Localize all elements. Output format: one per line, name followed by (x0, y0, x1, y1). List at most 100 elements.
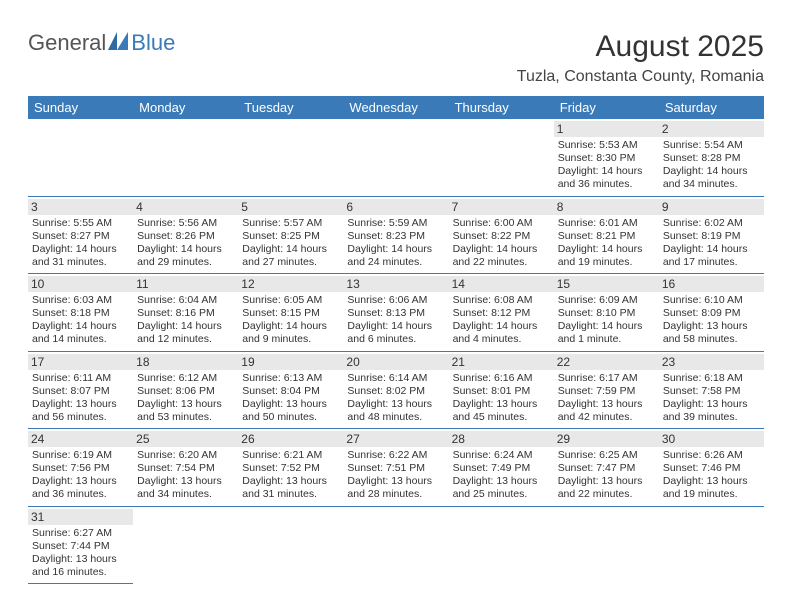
day-number: 10 (28, 276, 133, 292)
weekday-header: Wednesday (343, 96, 448, 119)
day-details: Sunrise: 6:03 AMSunset: 8:18 PMDaylight:… (32, 294, 129, 347)
day-details: Sunrise: 6:18 AMSunset: 7:58 PMDaylight:… (663, 372, 760, 425)
day-details: Sunrise: 5:56 AMSunset: 8:26 PMDaylight:… (137, 217, 234, 270)
calendar-cell: 17Sunrise: 6:11 AMSunset: 8:07 PMDayligh… (28, 351, 133, 429)
day-number: 5 (238, 199, 343, 215)
calendar-cell: 27 Sunrise: 6:22 AMSunset: 7:51 PMDayligh… (343, 429, 448, 507)
day-number: 4 (133, 199, 238, 215)
calendar-cell: 10 Sunrise: 6:03 AMSunset: 8:18 PMDayligh… (28, 274, 133, 352)
calendar-cell (554, 506, 659, 584)
calendar-cell: 2Sunrise: 5:54 AMSunset: 8:28 PMDaylight… (659, 119, 764, 196)
calendar-cell: 13Sunrise: 6:06 AMSunset: 8:13 PMDayligh… (343, 274, 448, 352)
day-number: 17 (28, 354, 133, 370)
day-details: Sunrise: 6:12 AMSunset: 8:06 PMDaylight:… (137, 372, 234, 425)
calendar-cell: 1Sunrise: 5:53 AMSunset: 8:30 PMDaylight… (554, 119, 659, 196)
calendar-cell: 22 Sunrise: 6:17 AMSunset: 7:59 PMDayligh… (554, 351, 659, 429)
calendar-cell: 9 Sunrise: 6:02 AMSunset: 8:19 PMDaylight… (659, 196, 764, 274)
calendar-row: 17Sunrise: 6:11 AMSunset: 8:07 PMDayligh… (28, 351, 764, 429)
calendar-cell (343, 506, 448, 584)
day-number: 25 (133, 431, 238, 447)
day-number: 16 (659, 276, 764, 292)
day-number: 28 (449, 431, 554, 447)
calendar-cell: 11Sunrise: 6:04 AMSunset: 8:16 PMDayligh… (133, 274, 238, 352)
day-details: Sunrise: 5:54 AMSunset: 8:28 PMDaylight:… (663, 139, 760, 192)
calendar-cell: 30Sunrise: 6:26 AMSunset: 7:46 PMDayligh… (659, 429, 764, 507)
calendar-cell: 19 Sunrise: 6:13 AMSunset: 8:04 PMDayligh… (238, 351, 343, 429)
calendar-cell (449, 506, 554, 584)
calendar-cell (449, 119, 554, 196)
calendar-cell: 31Sunrise: 6:27 AMSunset: 7:44 PMDayligh… (28, 506, 133, 584)
day-details: Sunrise: 6:13 AMSunset: 8:04 PMDaylight:… (242, 372, 339, 425)
calendar-cell: 3Sunrise: 5:55 AMSunset: 8:27 PMDaylight… (28, 196, 133, 274)
calendar-row: 10 Sunrise: 6:03 AMSunset: 8:18 PMDayligh… (28, 274, 764, 352)
day-number: 26 (238, 431, 343, 447)
calendar-cell: 15 Sunrise: 6:09 AMSunset: 8:10 PMDayligh… (554, 274, 659, 352)
calendar-cell (343, 119, 448, 196)
month-title: August 2025 (517, 30, 764, 64)
day-details: Sunrise: 6:10 AMSunset: 8:09 PMDaylight:… (663, 294, 760, 347)
day-number: 20 (343, 354, 448, 370)
day-details: Sunrise: 6:08 AMSunset: 8:12 PMDaylight:… (453, 294, 550, 347)
logo-text-gray: General (28, 30, 106, 56)
day-details: Sunrise: 6:21 AMSunset: 7:52 PMDaylight:… (242, 449, 339, 502)
weekday-header: Friday (554, 96, 659, 119)
day-details: Sunrise: 6:14 AMSunset: 8:02 PMDaylight:… (347, 372, 444, 425)
calendar-cell (28, 119, 133, 196)
day-number: 18 (133, 354, 238, 370)
day-number: 14 (449, 276, 554, 292)
day-details: Sunrise: 6:24 AMSunset: 7:49 PMDaylight:… (453, 449, 550, 502)
calendar-cell: 4 Sunrise: 5:56 AMSunset: 8:26 PMDaylight… (133, 196, 238, 274)
day-number: 27 (343, 431, 448, 447)
calendar-cell: 6Sunrise: 5:59 AMSunset: 8:23 PMDaylight… (343, 196, 448, 274)
calendar-cell: 28 Sunrise: 6:24 AMSunset: 7:49 PMDayligh… (449, 429, 554, 507)
day-details: Sunrise: 6:00 AMSunset: 8:22 PMDaylight:… (453, 217, 550, 270)
day-number: 22 (554, 354, 659, 370)
day-number: 24 (28, 431, 133, 447)
weekday-header: Sunday (28, 96, 133, 119)
calendar-cell: 16 Sunrise: 6:10 AMSunset: 8:09 PMDayligh… (659, 274, 764, 352)
calendar-cell: 21Sunrise: 6:16 AMSunset: 8:01 PMDayligh… (449, 351, 554, 429)
calendar-cell: 18 Sunrise: 6:12 AMSunset: 8:06 PMDayligh… (133, 351, 238, 429)
calendar-cell: 14 Sunrise: 6:08 AMSunset: 8:12 PMDayligh… (449, 274, 554, 352)
calendar-row: 24 Sunrise: 6:19 AMSunset: 7:56 PMDayligh… (28, 429, 764, 507)
day-details: Sunrise: 6:06 AMSunset: 8:13 PMDaylight:… (347, 294, 444, 347)
day-details: Sunrise: 5:57 AMSunset: 8:25 PMDaylight:… (242, 217, 339, 270)
day-details: Sunrise: 6:09 AMSunset: 8:10 PMDaylight:… (558, 294, 655, 347)
calendar-cell (238, 119, 343, 196)
day-number: 15 (554, 276, 659, 292)
calendar-cell (133, 506, 238, 584)
day-number: 8 (554, 199, 659, 215)
day-details: Sunrise: 6:22 AMSunset: 7:51 PMDaylight:… (347, 449, 444, 502)
calendar-cell: 12Sunrise: 6:05 AMSunset: 8:15 PMDayligh… (238, 274, 343, 352)
day-details: Sunrise: 6:20 AMSunset: 7:54 PMDaylight:… (137, 449, 234, 502)
day-number: 21 (449, 354, 554, 370)
calendar-cell (659, 506, 764, 584)
day-details: Sunrise: 6:01 AMSunset: 8:21 PMDaylight:… (558, 217, 655, 270)
calendar-table: Sunday Monday Tuesday Wednesday Thursday… (28, 96, 764, 584)
title-block: August 2025 Tuzla, Constanta County, Rom… (517, 30, 764, 86)
day-number: 12 (238, 276, 343, 292)
calendar-row: 1Sunrise: 5:53 AMSunset: 8:30 PMDaylight… (28, 119, 764, 196)
calendar-cell: 26 Sunrise: 6:21 AMSunset: 7:52 PMDayligh… (238, 429, 343, 507)
calendar-body: 1Sunrise: 5:53 AMSunset: 8:30 PMDaylight… (28, 119, 764, 584)
day-number: 29 (554, 431, 659, 447)
day-details: Sunrise: 6:02 AMSunset: 8:19 PMDaylight:… (663, 217, 760, 270)
day-number: 19 (238, 354, 343, 370)
calendar-cell: 8 Sunrise: 6:01 AMSunset: 8:21 PMDaylight… (554, 196, 659, 274)
day-details: Sunrise: 5:53 AMSunset: 8:30 PMDaylight:… (558, 139, 655, 192)
day-number: 3 (28, 199, 133, 215)
calendar-cell: 23 Sunrise: 6:18 AMSunset: 7:58 PMDayligh… (659, 351, 764, 429)
day-details: Sunrise: 6:26 AMSunset: 7:46 PMDaylight:… (663, 449, 760, 502)
weekday-header: Thursday (449, 96, 554, 119)
calendar-cell (133, 119, 238, 196)
logo: GeneralBlue (28, 30, 175, 56)
day-details: Sunrise: 6:17 AMSunset: 7:59 PMDaylight:… (558, 372, 655, 425)
day-number: 31 (28, 509, 133, 525)
calendar-row: 31Sunrise: 6:27 AMSunset: 7:44 PMDayligh… (28, 506, 764, 584)
day-number: 7 (449, 199, 554, 215)
day-details: Sunrise: 6:25 AMSunset: 7:47 PMDaylight:… (558, 449, 655, 502)
day-details: Sunrise: 6:19 AMSunset: 7:56 PMDaylight:… (32, 449, 129, 502)
day-number: 9 (659, 199, 764, 215)
calendar-cell: 25 Sunrise: 6:20 AMSunset: 7:54 PMDayligh… (133, 429, 238, 507)
day-number: 23 (659, 354, 764, 370)
